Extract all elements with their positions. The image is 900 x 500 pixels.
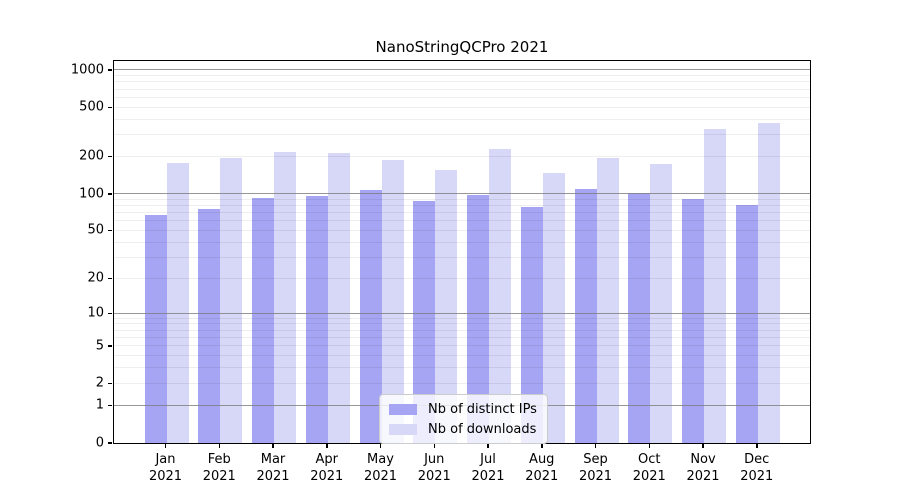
x-axis-month-label: Aug 2021 xyxy=(525,452,559,484)
bar-downloads xyxy=(542,173,565,443)
y-axis-tick-label: 10 xyxy=(87,305,104,321)
bar-distinct-ips xyxy=(467,194,489,443)
bar-distinct-ips xyxy=(682,199,704,443)
x-axis-tick-mark xyxy=(648,444,650,448)
y-axis-tick-label: 500 xyxy=(79,99,104,115)
bars-layer xyxy=(114,61,810,443)
x-axis-tick-mark xyxy=(433,444,435,448)
x-axis-month-label: Sep 2021 xyxy=(578,452,613,484)
bar-downloads xyxy=(274,152,296,443)
y-axis-tick-mark xyxy=(108,345,112,347)
bar-distinct-ips xyxy=(735,205,758,443)
bar-downloads xyxy=(650,163,673,443)
bar-downloads xyxy=(704,129,726,443)
y-axis-tick-label: 50 xyxy=(87,222,104,238)
x-axis-month-label: Mar 2021 xyxy=(256,452,290,484)
y-axis-tick-mark xyxy=(108,106,112,109)
legend-entry-distinct-ips: Nb of distinct IPs xyxy=(389,401,537,417)
bar-downloads xyxy=(166,162,189,443)
bar-distinct-ips xyxy=(305,195,328,443)
y-axis-tick-label: 0 xyxy=(95,435,104,450)
x-axis-month-label: Jul 2021 xyxy=(471,452,505,484)
y-axis-tick-mark xyxy=(108,382,112,385)
x-axis-month-label: Jun 2021 xyxy=(417,452,451,484)
chart-title: NanoStringQCPro 2021 xyxy=(375,38,549,56)
x-axis-month-label: Feb 2021 xyxy=(202,452,236,484)
bar-distinct-ips xyxy=(413,201,436,443)
y-axis-tick-label: 20 xyxy=(87,270,104,286)
x-axis-tick-mark xyxy=(756,444,758,448)
bar-distinct-ips xyxy=(252,197,274,443)
y-axis-tick-label: 200 xyxy=(79,148,104,164)
legend-label-distinct-ips: Nb of distinct IPs xyxy=(428,401,537,417)
legend-label-downloads: Nb of downloads xyxy=(428,421,537,437)
y-axis-tick-mark xyxy=(108,312,112,315)
x-axis-month-label: May 2021 xyxy=(363,452,398,484)
y-axis-tick-mark xyxy=(108,193,112,195)
y-axis-tick-mark xyxy=(108,229,112,232)
x-axis-tick-mark xyxy=(272,444,274,448)
y-axis-tick-mark xyxy=(108,277,112,280)
y-axis-tick-mark xyxy=(108,442,112,444)
y-axis-tick-mark xyxy=(108,69,112,71)
bar-distinct-ips xyxy=(574,188,597,443)
y-axis-tick-mark xyxy=(108,155,112,158)
x-axis-month-label: Apr 2021 xyxy=(310,452,344,484)
y-axis-tick-label: 5 xyxy=(95,338,104,354)
x-axis-tick-mark xyxy=(594,444,597,448)
x-axis-tick-mark xyxy=(702,444,704,448)
bar-distinct-ips xyxy=(198,208,221,443)
y-axis-tick-mark xyxy=(108,404,112,407)
x-axis-tick-mark xyxy=(487,444,489,448)
bar-distinct-ips xyxy=(359,189,382,443)
bar-downloads xyxy=(327,153,350,443)
plot-area: Nb of distinct IPs Nb of downloads xyxy=(113,60,811,444)
bar-distinct-ips xyxy=(144,215,167,443)
bar-downloads xyxy=(596,158,619,443)
x-axis-tick-mark xyxy=(218,444,220,448)
x-axis-tick-mark xyxy=(379,444,382,448)
y-axis-tick-label: 1 xyxy=(95,397,104,413)
bar-downloads xyxy=(220,158,243,443)
legend-swatch-distinct-ips xyxy=(389,403,417,415)
legend: Nb of distinct IPs Nb of downloads xyxy=(379,394,548,444)
x-axis-tick-mark xyxy=(164,444,167,448)
x-axis-tick-mark xyxy=(326,444,328,448)
legend-entry-downloads: Nb of downloads xyxy=(389,421,537,437)
bar-downloads xyxy=(757,122,780,443)
x-axis-tick-mark xyxy=(541,444,543,448)
bar-downloads xyxy=(489,149,511,443)
y-axis-tick-label: 100 xyxy=(79,186,104,202)
legend-swatch-downloads xyxy=(389,423,417,435)
bar-distinct-ips xyxy=(520,206,543,443)
bar-distinct-ips xyxy=(628,193,651,443)
y-axis-tick-label: 1000 xyxy=(70,62,104,78)
x-axis-month-label: Oct 2021 xyxy=(632,452,666,484)
x-axis-month-label: Jan 2021 xyxy=(148,452,183,484)
bar-downloads xyxy=(435,169,458,443)
x-axis-month-label: Nov 2021 xyxy=(686,452,720,484)
x-axis-month-label: Dec 2021 xyxy=(740,452,774,484)
y-axis-tick-label: 2 xyxy=(95,375,104,391)
bar-downloads xyxy=(381,159,404,443)
